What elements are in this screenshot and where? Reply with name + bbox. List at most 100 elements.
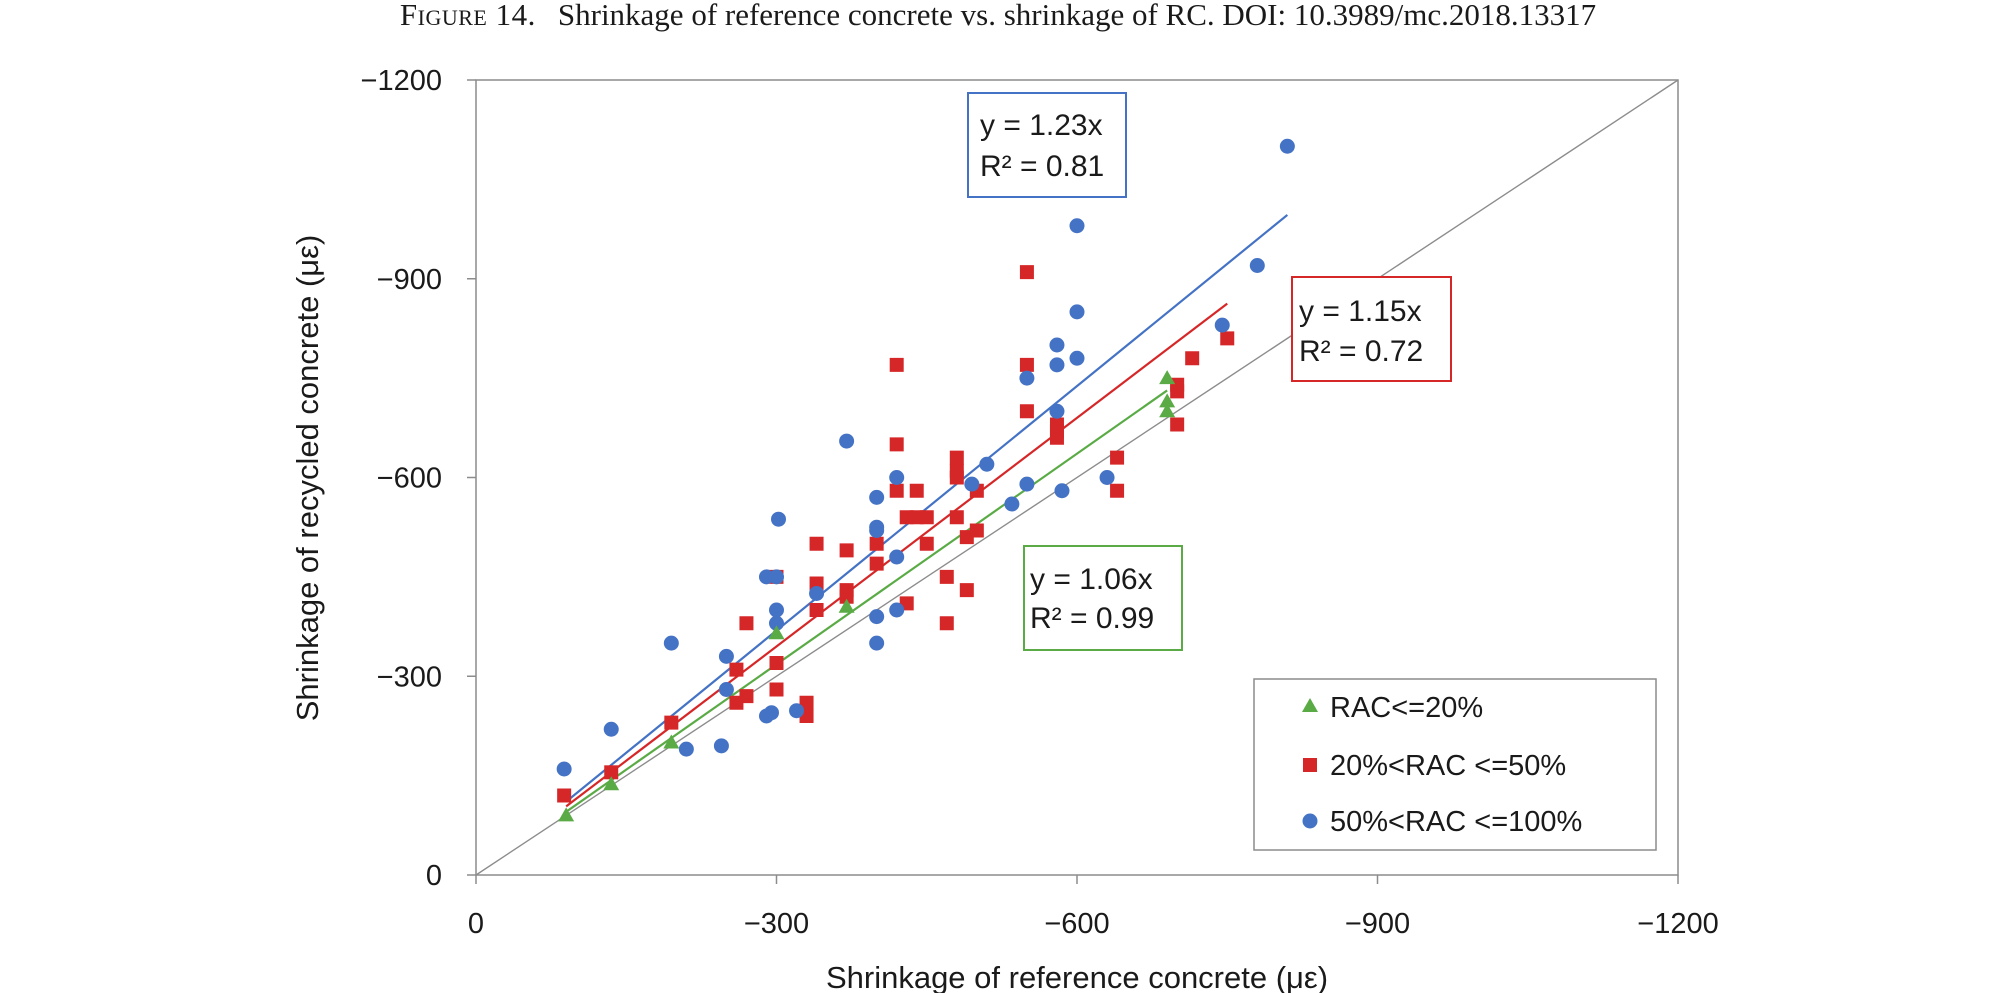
point-square bbox=[949, 510, 964, 525]
legend-label-low: RAC<=20% bbox=[1330, 692, 1483, 724]
point-square bbox=[969, 523, 984, 538]
legend-label-high: 50%<RAC <=100% bbox=[1330, 806, 1582, 838]
point-circle bbox=[889, 602, 905, 618]
point-circle bbox=[889, 549, 905, 565]
y-tick-marks bbox=[467, 79, 476, 876]
point-triangle bbox=[838, 598, 855, 613]
point-circle bbox=[769, 569, 784, 585]
point-circle bbox=[1019, 476, 1035, 492]
point-square bbox=[1170, 417, 1185, 432]
point-square bbox=[939, 569, 954, 584]
equation-high-fit: y = 1.23x bbox=[980, 109, 1103, 142]
point-circle bbox=[1279, 138, 1295, 154]
point-circle bbox=[763, 705, 779, 721]
x-tick-label: −900 bbox=[1345, 908, 1410, 940]
x-tick-labels: 0 −300 −600 −900 −1200 bbox=[468, 908, 1719, 940]
point-square bbox=[557, 788, 572, 803]
point-square bbox=[809, 603, 824, 617]
point-circle bbox=[1069, 218, 1085, 234]
point-circle bbox=[769, 602, 784, 618]
point-circle bbox=[771, 511, 787, 527]
point-square bbox=[1019, 404, 1034, 419]
point-circle bbox=[1099, 470, 1115, 485]
point-square bbox=[729, 662, 744, 677]
point-triangle bbox=[1159, 370, 1176, 385]
point-square bbox=[769, 656, 784, 670]
point-circle bbox=[1049, 403, 1065, 419]
point-square bbox=[1170, 377, 1185, 392]
fit-line-series-2 bbox=[565, 214, 1289, 803]
x-tick-label: 0 bbox=[468, 908, 484, 940]
point-square bbox=[1110, 483, 1125, 498]
point-circle bbox=[889, 470, 905, 485]
point-circle bbox=[1069, 304, 1085, 320]
point-square bbox=[869, 556, 884, 571]
point-square bbox=[739, 616, 754, 631]
point-square bbox=[1019, 265, 1034, 280]
identity-line bbox=[475, 79, 1679, 876]
point-square bbox=[889, 483, 904, 498]
point-circle bbox=[789, 703, 805, 719]
point-triangle bbox=[768, 625, 785, 640]
point-square bbox=[889, 357, 904, 372]
legend-label-mid: 20%<RAC <=50% bbox=[1330, 750, 1566, 782]
y-tick-label: 0 bbox=[426, 860, 442, 892]
point-circle bbox=[1069, 350, 1085, 366]
equation-mid-r2: R² = 0.72 bbox=[1299, 335, 1423, 368]
point-circle bbox=[603, 721, 619, 737]
point-circle bbox=[718, 648, 734, 664]
point-circle bbox=[1249, 258, 1265, 273]
x-tick-marks bbox=[475, 875, 1679, 884]
figure-label: Figure 14. bbox=[399, 0, 536, 32]
point-square bbox=[1185, 351, 1200, 366]
y-tick-label: −300 bbox=[377, 661, 442, 693]
point-circle bbox=[718, 682, 734, 697]
point-square bbox=[869, 536, 884, 551]
point-square bbox=[1110, 450, 1125, 465]
point-square bbox=[664, 715, 679, 730]
equation-box-low: y = 1.06x R² = 0.99 bbox=[1023, 545, 1183, 651]
equation-box-high-frame bbox=[967, 92, 1127, 198]
point-circle bbox=[678, 741, 694, 757]
x-tick-label: −300 bbox=[744, 908, 809, 940]
point-square bbox=[839, 583, 854, 598]
equation-box-mid-frame bbox=[1291, 276, 1452, 382]
equation-mid-fit: y = 1.15x bbox=[1299, 295, 1422, 328]
legend-marker-square bbox=[1303, 758, 1317, 772]
point-square bbox=[1049, 417, 1064, 432]
point-circle bbox=[979, 456, 995, 472]
point-square bbox=[919, 510, 934, 525]
x-tick-label: −1200 bbox=[1637, 908, 1718, 940]
equation-box-low-frame bbox=[1023, 545, 1183, 651]
point-square bbox=[949, 450, 964, 465]
y-tick-label: −900 bbox=[377, 264, 442, 296]
point-triangle bbox=[663, 734, 680, 749]
point-square bbox=[919, 536, 934, 551]
point-triangle bbox=[1159, 393, 1176, 408]
y-tick-labels: 0 −300 −600 −900 −1200 bbox=[361, 65, 442, 892]
point-triangle bbox=[558, 807, 575, 822]
point-circle bbox=[869, 519, 885, 535]
equation-high-r2: R² = 0.81 bbox=[980, 150, 1104, 183]
y-tick-label: −1200 bbox=[361, 65, 442, 97]
point-circle bbox=[1214, 317, 1230, 333]
point-square bbox=[739, 689, 754, 704]
point-square bbox=[809, 536, 824, 551]
point-square bbox=[909, 483, 924, 498]
legend-marker-triangle bbox=[1302, 698, 1318, 712]
x-tick-label: −600 bbox=[1044, 908, 1109, 940]
y-axis-title: Shrinkage of recycled concrete (με) bbox=[290, 235, 325, 722]
point-square bbox=[1019, 357, 1034, 372]
data-points bbox=[556, 138, 1295, 822]
point-square bbox=[959, 583, 974, 598]
point-square bbox=[1220, 331, 1235, 346]
equation-low-r2: R² = 0.99 bbox=[1030, 602, 1154, 635]
point-circle bbox=[869, 489, 885, 505]
point-circle bbox=[769, 615, 784, 631]
point-circle bbox=[1019, 370, 1035, 386]
point-square bbox=[799, 695, 814, 710]
point-circle bbox=[964, 476, 980, 492]
point-circle bbox=[809, 585, 825, 601]
equation-box-mid: y = 1.15x R² = 0.72 bbox=[1291, 276, 1452, 382]
